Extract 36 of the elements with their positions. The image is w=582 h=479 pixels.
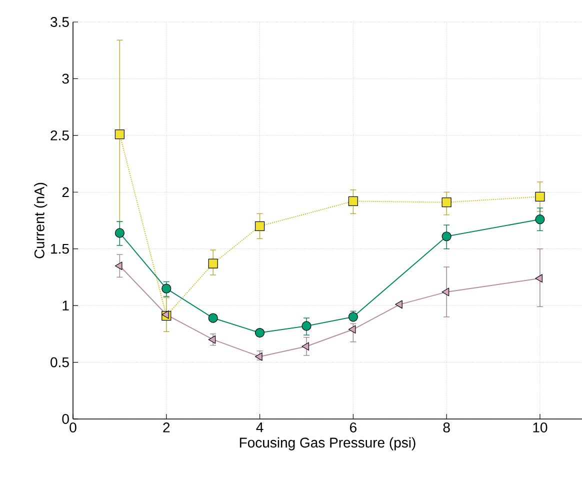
point: [162, 310, 169, 319]
point: [442, 288, 450, 296]
point: [302, 321, 312, 331]
x-tick-label: 8: [443, 422, 450, 432]
x-tick-label: 2: [163, 422, 170, 432]
point: [114, 129, 124, 140]
point: [254, 328, 265, 338]
point: [208, 313, 218, 323]
point: [442, 232, 452, 242]
y-tick-label: 3: [62, 74, 69, 84]
y-tick-label: 0: [62, 414, 69, 424]
x-axis-title: Focusing Gas Pressure (psi): [240, 437, 416, 450]
y-tick-label: 1: [62, 300, 69, 310]
point: [254, 221, 265, 231]
x-tick-label: 4: [256, 422, 264, 432]
point: [208, 335, 216, 344]
x-tick-label: 6: [350, 422, 356, 432]
point: [395, 300, 402, 309]
x-tick-label: 0: [70, 422, 76, 432]
y-axis-title: Current (nA): [34, 182, 48, 258]
y-tick-label: 1.5: [51, 244, 69, 254]
y-tick-label: 3.5: [50, 17, 69, 27]
x-tick-label: 10: [533, 422, 548, 432]
y-tick-label: 2: [62, 187, 69, 198]
point: [114, 228, 124, 238]
point: [442, 198, 452, 208]
y-tick-label: 2.5: [50, 130, 69, 140]
y-tick-label: 0.5: [50, 357, 69, 368]
point: [208, 258, 218, 268]
point: [535, 214, 545, 224]
point: [535, 274, 543, 283]
point: [114, 262, 122, 270]
point: [348, 196, 358, 206]
point: [162, 284, 172, 294]
point: [302, 342, 310, 351]
point: [535, 192, 545, 202]
